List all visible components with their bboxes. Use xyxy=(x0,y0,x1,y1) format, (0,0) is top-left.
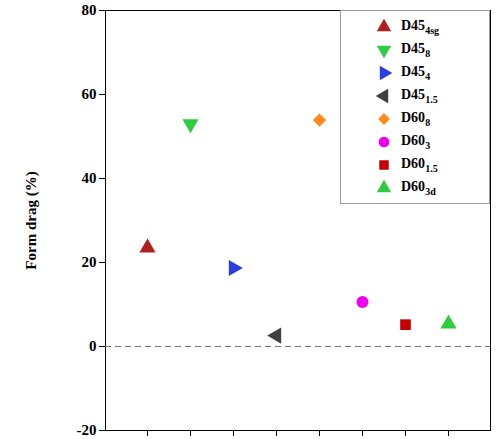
html-text:4sg: 4sg xyxy=(425,24,439,36)
html-text:1.5: 1.5 xyxy=(425,162,438,174)
svg-text:Form drag (%): Form drag (%) xyxy=(23,171,40,269)
svg-text:0: 0 xyxy=(89,338,97,354)
html-text:D45: D45 xyxy=(401,86,426,102)
html-text:D60: D60 xyxy=(401,109,426,125)
svg-text:-20: -20 xyxy=(77,422,97,438)
html-text:D60: D60 xyxy=(401,178,426,194)
html-text:3: 3 xyxy=(425,139,431,151)
html-text:D45: D45 xyxy=(401,63,426,79)
html-text:1.5: 1.5 xyxy=(425,93,438,105)
html-text:8: 8 xyxy=(425,47,431,59)
html-text:D60: D60 xyxy=(401,155,426,171)
svg-text:60: 60 xyxy=(82,86,97,102)
html-text:4: 4 xyxy=(425,70,431,82)
html-text:D45: D45 xyxy=(401,40,426,56)
svg-text:40: 40 xyxy=(82,170,97,186)
html-text:D60: D60 xyxy=(401,132,426,148)
svg-text:20: 20 xyxy=(82,254,97,270)
svg-text:80: 80 xyxy=(82,2,97,18)
html-text:8: 8 xyxy=(425,116,431,128)
html-text:D45: D45 xyxy=(401,17,426,33)
html-text:3d: 3d xyxy=(425,185,436,197)
